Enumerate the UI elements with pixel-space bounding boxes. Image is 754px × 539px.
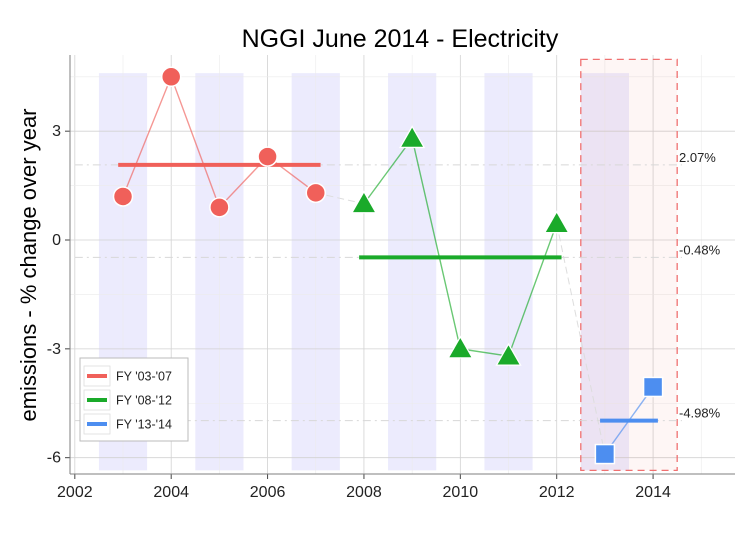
x-tick-label: 2012 <box>539 484 575 501</box>
y-tick-label: -3 <box>47 341 61 358</box>
mean-lines <box>118 162 658 423</box>
data-point <box>112 186 134 207</box>
grid-lines <box>70 55 735 474</box>
connector-line-0 <box>315 192 365 205</box>
x-tick-label: 2008 <box>346 484 382 501</box>
data-point <box>305 182 327 204</box>
data-point <box>160 66 182 88</box>
data-point <box>399 125 426 149</box>
mean-annotation: 2.07% <box>679 150 716 165</box>
legend-label-2: FY '13-'14 <box>116 418 172 432</box>
data-point <box>543 210 570 234</box>
x-tick-label: 2014 <box>635 484 671 501</box>
mean-annotations: 2.07% -0.48% -4.98% <box>679 150 721 421</box>
data-points <box>112 66 664 465</box>
y-tick-label: 0 <box>52 232 61 249</box>
data-point <box>209 197 230 218</box>
legend-label-1: FY '08-'12 <box>116 394 172 408</box>
mean-reference-lines <box>74 164 682 422</box>
legend-label-0: FY '03-'07 <box>116 370 172 384</box>
mean-annotation: -0.48% <box>679 242 721 257</box>
data-point <box>257 146 278 167</box>
connector-line-1 <box>556 223 606 455</box>
x-tick-label: 2002 <box>57 484 93 501</box>
highlight-box <box>580 58 678 472</box>
data-point <box>495 342 522 366</box>
data-point <box>447 335 474 359</box>
mean-annotation: -4.98% <box>679 406 721 421</box>
x-tick-label: 2006 <box>250 484 286 501</box>
data-point <box>642 376 664 398</box>
axes: 2002 2004 2006 2008 2010 2012 2014 -6 -3 0 3 <box>47 55 735 501</box>
legend: FY '03-'07 FY '08-'12 FY '13-'14 <box>79 357 189 442</box>
data-point <box>594 443 616 465</box>
data-point <box>350 190 378 214</box>
chart-title: NGGI June 2014 - Electricity <box>242 25 559 53</box>
x-tick-label: 2004 <box>153 484 189 501</box>
y-tick-label: -6 <box>47 450 61 467</box>
x-tick-label: 2010 <box>443 484 479 501</box>
highlight-box-rect <box>580 58 678 472</box>
y-axis-label: emissions - % change over year <box>16 108 41 421</box>
connector-lines <box>315 192 606 455</box>
y-tick-label: 3 <box>52 123 61 140</box>
